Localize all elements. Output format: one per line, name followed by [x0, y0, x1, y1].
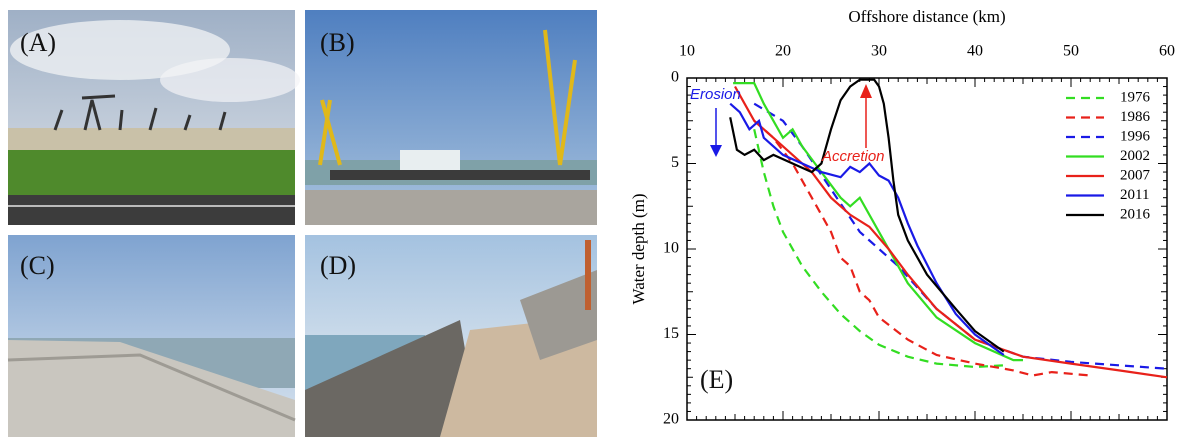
- x-tick-label: 10: [679, 43, 695, 60]
- legend-label: 1986: [1120, 109, 1151, 125]
- annotation-arrow: [860, 84, 872, 98]
- legend-label: 2011: [1120, 187, 1149, 203]
- series-line: [730, 80, 1004, 352]
- legend-label: 1976: [1120, 89, 1151, 105]
- x-tick-label: 40: [967, 43, 983, 60]
- panel-label: (B): [320, 28, 355, 57]
- x-tick-label: 50: [1063, 43, 1079, 60]
- y-tick-label: 20: [663, 411, 679, 428]
- y-axis-title: Water depth (m): [629, 194, 648, 305]
- y-tick-label: 10: [663, 240, 679, 257]
- x-tick-label: 60: [1159, 43, 1175, 60]
- annotation: Accretion: [821, 148, 885, 165]
- legend-label: 2002: [1120, 148, 1150, 164]
- panel-label: (E): [700, 365, 733, 394]
- legend-label: 1996: [1120, 128, 1151, 144]
- page: {"panels": [{"label": "(A)"}, {"label": …: [0, 0, 1181, 437]
- y-tick-label: 5: [671, 154, 679, 171]
- panel-label: (C): [20, 251, 55, 280]
- annotation: Erosion: [690, 86, 741, 103]
- x-tick-label: 30: [871, 43, 887, 60]
- x-axis-title: Offshore distance (km): [848, 7, 1005, 26]
- figure: (A) (B) (C) (D) 10 20 30 40 50 60 0 5 10 15 20 1976…: [0, 0, 1181, 437]
- series-line: [733, 83, 1023, 360]
- annotation-arrow: [710, 145, 722, 157]
- panel-label: (D): [320, 251, 356, 280]
- series-line: [754, 121, 1090, 376]
- y-tick-label: 15: [663, 325, 679, 342]
- series-line: [735, 87, 1167, 378]
- legend-label: 2007: [1120, 167, 1151, 183]
- panel-label: (A): [20, 28, 56, 57]
- legend-label: 2016: [1120, 206, 1151, 222]
- y-tick-label: 0: [671, 69, 679, 86]
- x-tick-label: 20: [775, 43, 791, 60]
- plot-frame: [687, 78, 1167, 420]
